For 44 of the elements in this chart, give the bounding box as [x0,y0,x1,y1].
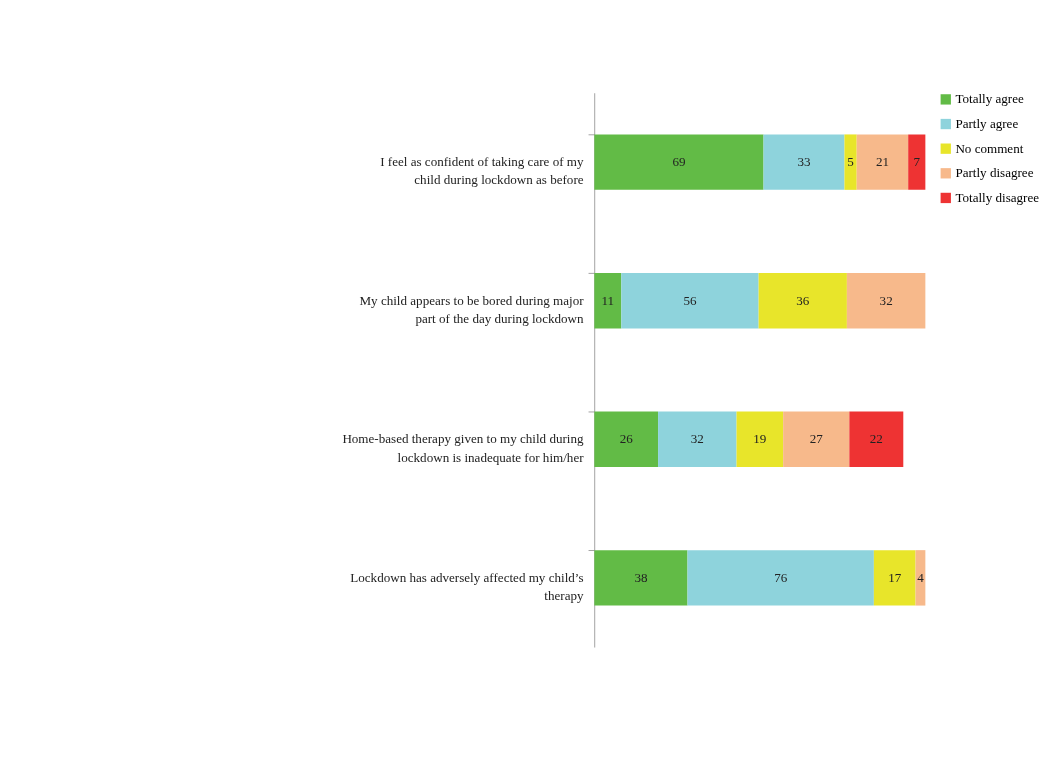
bar [763,134,845,190]
data-label: 76 [774,569,788,585]
bar [844,134,857,190]
y-tick-label: My child appears to be bored during major part of the day during lockdown [359,292,585,327]
data-label: 38 [634,569,648,585]
data-label: 32 [690,431,704,447]
bar [594,273,622,329]
bar [846,273,926,329]
data-label: 33 [797,153,811,169]
y-tick-label: Home-based therapy given to my child during lockdown is inadequate for him/her [342,431,585,465]
data-label: 4 [917,569,925,585]
data-label: 5 [847,153,855,169]
y-tick-label: I feel as confident of taking care of my child during lockdown as before [380,153,584,188]
data-label: 36 [796,292,810,308]
bar [594,550,688,606]
bar [594,134,764,190]
bar [873,550,916,606]
data-label: 11 [601,292,615,308]
legend-label: Totally disagree [955,189,1040,205]
legend-label: Totally agree [955,91,1025,107]
data-label: 22 [869,431,883,447]
bar [621,273,759,329]
legend-label: Partly agree [955,115,1019,131]
bar [783,411,850,467]
legend-label: No comment [955,140,1024,156]
data-label: 69 [672,153,686,169]
data-label: 19 [753,431,767,447]
bar [658,411,737,467]
bar [849,411,904,467]
bar [687,550,874,606]
data-label: 7 [913,153,921,169]
bar [856,134,909,190]
data-label: 21 [875,153,889,169]
bar [908,134,926,190]
bar [736,411,784,467]
data-label: 26 [619,431,634,447]
bar [594,411,659,467]
data-label: 56 [683,292,697,308]
bar [758,273,847,329]
data-label: 17 [888,569,902,585]
legend-label: Partly disagree [955,165,1034,181]
data-label: 32 [879,292,893,308]
y-tick-label: Lockdown has adversely affected my child’s therapy [350,569,585,604]
data-label: 27 [809,431,824,447]
